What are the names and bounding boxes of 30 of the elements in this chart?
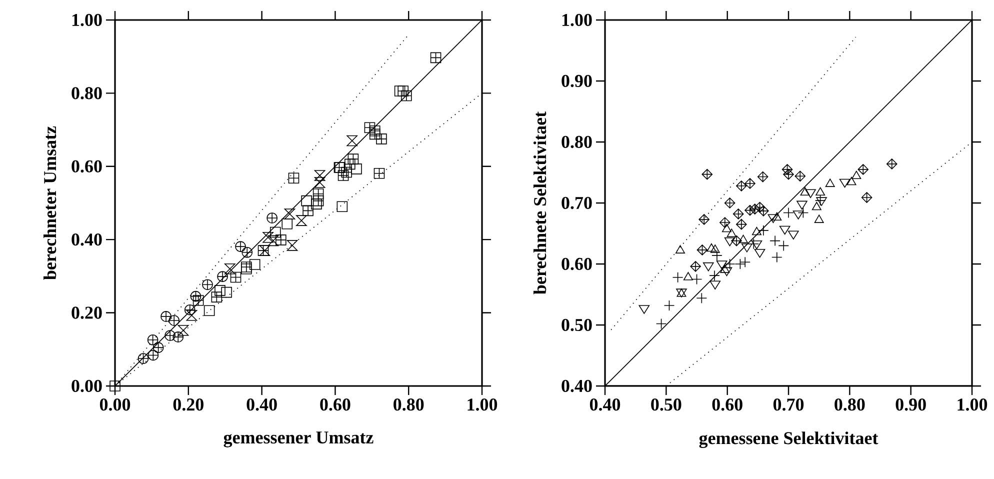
y-tick-label: 0.50: [562, 318, 592, 332]
y-axis-title: berechnete Selektivitaet: [533, 112, 546, 294]
x-tick-label: 0.80: [834, 398, 865, 411]
x-tick-label: 0.90: [896, 398, 926, 411]
x-tick-label: 0.40: [590, 398, 620, 411]
y-tick-label: 0.20: [72, 306, 102, 319]
x-tick-label: 0.80: [394, 398, 424, 411]
x-tick-label: 0.40: [246, 398, 277, 411]
y-tick-label: 0.90: [562, 74, 592, 88]
x-tick-label: 0.20: [173, 398, 204, 411]
y-tick-label: 0.40: [72, 233, 102, 246]
y-tick-label: 0.80: [562, 136, 592, 148]
x-tick-label: 0.60: [320, 398, 350, 411]
y-tick-label: 0.70: [562, 196, 592, 210]
x-tick-label: 0.50: [651, 398, 682, 411]
y-tick-label: 1.00: [562, 14, 592, 26]
x-tick-label: 0.00: [100, 398, 130, 411]
y-tick-label: 0.60: [562, 258, 592, 270]
y-tick-label: 0.80: [72, 87, 102, 100]
x-tick-label: 1.00: [468, 398, 498, 411]
y-tick-label: 0.00: [72, 380, 102, 392]
y-axis-title: berechneter Umsatz: [43, 126, 56, 280]
x-tick-label: 0.70: [773, 398, 804, 411]
y-tick-label: 0.60: [72, 160, 102, 172]
x-axis-title: gemessener Umsatz: [224, 432, 374, 448]
x-axis-title: gemessene Selektivitaet: [699, 432, 878, 448]
y-tick-label: 1.00: [72, 14, 102, 26]
x-tick-label: 0.60: [712, 398, 742, 411]
x-tick-label: 1.00: [958, 398, 988, 411]
y-tick-label: 0.40: [562, 380, 592, 392]
